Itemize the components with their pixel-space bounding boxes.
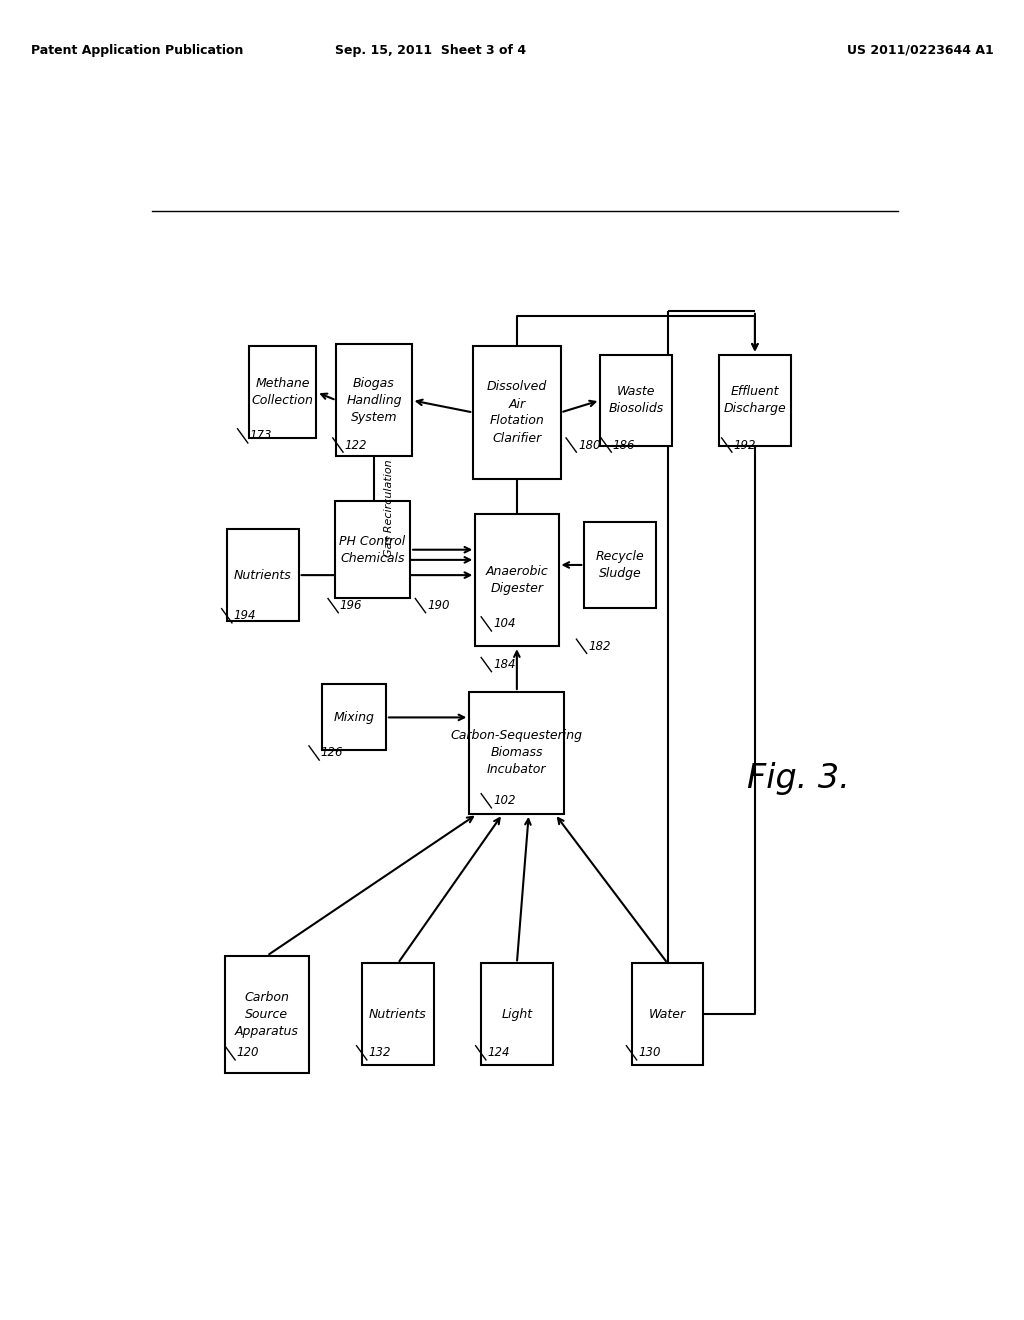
Text: Fig. 3.: Fig. 3. <box>748 762 850 795</box>
Bar <box>719 355 791 446</box>
Text: Effluent
Discharge: Effluent Discharge <box>724 385 786 416</box>
Text: Nutrients: Nutrients <box>234 569 292 582</box>
Bar <box>632 964 703 1065</box>
Text: 126: 126 <box>321 747 343 759</box>
Text: Light: Light <box>502 1007 532 1020</box>
Text: Gas Recirculation: Gas Recirculation <box>384 459 393 557</box>
Text: Dissolved
Air
Flotation
Clarifier: Dissolved Air Flotation Clarifier <box>486 380 547 445</box>
Text: 173: 173 <box>250 429 272 442</box>
Bar <box>362 964 433 1065</box>
Bar <box>225 956 308 1073</box>
Text: 180: 180 <box>578 438 600 451</box>
Text: Recycle
Sludge: Recycle Sludge <box>596 550 644 579</box>
Text: Methane
Collection: Methane Collection <box>252 378 313 407</box>
Bar <box>227 529 299 620</box>
Bar <box>475 515 558 647</box>
Text: US 2011/0223644 A1: US 2011/0223644 A1 <box>847 44 993 57</box>
Text: 186: 186 <box>613 438 635 451</box>
Text: Nutrients: Nutrients <box>369 1007 427 1020</box>
Bar <box>481 964 553 1065</box>
Text: 124: 124 <box>487 1047 510 1060</box>
Bar <box>600 355 672 446</box>
Text: Carbon
Source
Apparatus: Carbon Source Apparatus <box>234 991 299 1038</box>
Text: 104: 104 <box>494 618 515 631</box>
Text: 102: 102 <box>494 795 515 808</box>
Text: 194: 194 <box>233 610 256 622</box>
Bar <box>469 692 564 814</box>
Text: 196: 196 <box>340 599 362 612</box>
Text: 184: 184 <box>494 659 515 671</box>
Text: 120: 120 <box>237 1047 259 1060</box>
Text: 130: 130 <box>638 1047 660 1060</box>
Text: Biogas
Handling
System: Biogas Handling System <box>346 376 401 424</box>
Text: Mixing: Mixing <box>334 711 375 723</box>
Text: Waste
Biosolids: Waste Biosolids <box>608 385 664 416</box>
Bar <box>473 346 560 479</box>
Bar <box>323 684 386 751</box>
Text: Anaerobic
Digester: Anaerobic Digester <box>485 565 548 595</box>
Text: 192: 192 <box>733 438 756 451</box>
Bar <box>336 345 412 457</box>
Text: 132: 132 <box>369 1047 391 1060</box>
Text: 190: 190 <box>427 599 450 612</box>
Bar <box>335 502 411 598</box>
Text: 182: 182 <box>588 640 610 653</box>
Text: Water: Water <box>649 1007 686 1020</box>
Text: PH Control
Chemicals: PH Control Chemicals <box>339 535 406 565</box>
Bar <box>585 521 655 609</box>
Text: Patent Application Publication: Patent Application Publication <box>31 44 243 57</box>
Text: Sep. 15, 2011  Sheet 3 of 4: Sep. 15, 2011 Sheet 3 of 4 <box>335 44 525 57</box>
Text: 122: 122 <box>345 438 368 451</box>
Text: Carbon-Sequestering
Biomass
Incubator: Carbon-Sequestering Biomass Incubator <box>451 730 583 776</box>
Bar <box>249 346 316 438</box>
